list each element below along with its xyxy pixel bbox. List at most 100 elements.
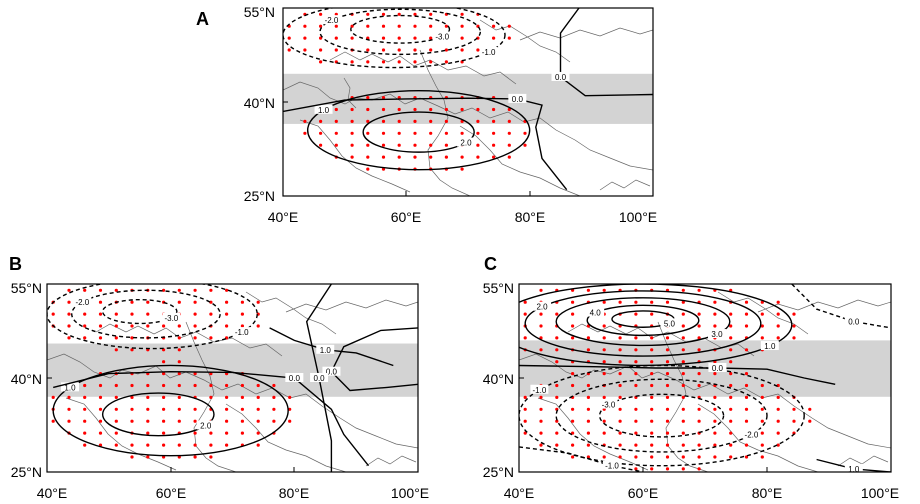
panel-c-dot xyxy=(713,431,717,435)
panel-b-dot xyxy=(177,336,181,340)
panel-c-dot xyxy=(776,431,780,435)
panel-c-contour-label-bg xyxy=(530,384,549,394)
panel-b-dot xyxy=(209,288,213,292)
panel-a-dot xyxy=(492,36,496,40)
panel-c-dot xyxy=(729,455,733,459)
panel-c-dot xyxy=(697,383,701,388)
panel-c-dot xyxy=(523,336,527,340)
panel-a-dot xyxy=(397,119,401,123)
panel-c-dot xyxy=(539,324,543,328)
panel-c-dot xyxy=(744,407,749,411)
panel-b-contour xyxy=(101,298,178,325)
panel-c-dot xyxy=(650,312,654,316)
panel-c-dot xyxy=(650,407,654,411)
panel-b-contour-label-bg xyxy=(316,344,335,354)
panel-a-dot xyxy=(507,107,511,112)
panel-b-dot xyxy=(98,383,103,388)
panel-b-contour-label-bg xyxy=(310,373,329,382)
panel-b-dot xyxy=(83,324,87,328)
panel-a-dot xyxy=(413,12,417,16)
panel-b-dot xyxy=(225,383,229,388)
panel-b-dot xyxy=(162,372,166,376)
panel-b-dot xyxy=(114,348,118,352)
panel-c-dot xyxy=(713,312,717,316)
panel-b-dot xyxy=(256,383,260,388)
panel-a-dot xyxy=(413,119,417,123)
panel-a-dot xyxy=(492,131,496,135)
panel-b-dot xyxy=(256,407,260,411)
panel-c-dot xyxy=(634,431,638,435)
panel-c-contour xyxy=(791,284,891,329)
panel-a-dot xyxy=(413,143,417,147)
panel-c-dot xyxy=(539,407,543,411)
panel-a-dot xyxy=(429,107,433,112)
panel-c-dot xyxy=(555,395,559,399)
panel-a-dot xyxy=(350,107,354,112)
panel-b-dot xyxy=(240,324,244,328)
panel-c-contour-label: 2.0 xyxy=(536,303,548,312)
panel-a-contour-label-bg xyxy=(479,46,498,56)
panel-c-dot xyxy=(681,467,685,471)
panel-c-dot xyxy=(776,419,780,423)
panel-a-dot xyxy=(319,60,323,64)
panel-c-contour xyxy=(519,446,644,472)
panel-a-contour-label: 0.0 xyxy=(555,73,567,82)
panel-a-contour-label-bg xyxy=(551,71,570,81)
panel-c-dot xyxy=(697,419,701,423)
panel-b-dot xyxy=(162,443,166,447)
panel-c-dot xyxy=(539,419,543,423)
panel-b-contour xyxy=(101,392,215,437)
panel-c-dot xyxy=(555,443,559,447)
panel-c-dot xyxy=(602,288,606,292)
panel-c-dot xyxy=(760,419,764,423)
panel-c-dot xyxy=(618,383,622,388)
panel-c-dot xyxy=(523,312,527,316)
panel-c-dot xyxy=(586,336,591,340)
panel-b-contour-label: 1.0 xyxy=(320,346,332,355)
panel-b-xtick-60e: 60°E xyxy=(156,485,187,501)
panel-c-dot xyxy=(634,336,638,340)
panel-c-dot xyxy=(650,300,654,304)
panel-b-dot xyxy=(146,443,150,447)
panel-b-dot xyxy=(193,372,197,376)
panel-c-dot xyxy=(792,419,796,423)
panel-c-dot xyxy=(713,372,717,376)
panel-a-contour xyxy=(306,90,531,171)
panel-c-dot xyxy=(681,348,685,352)
panel-c-dot xyxy=(618,300,622,304)
panel-a-dot xyxy=(429,48,433,52)
panel-b-dot xyxy=(51,312,55,316)
panel-b-dot xyxy=(256,395,260,399)
panel-c-dot xyxy=(665,372,670,376)
panel-a-contour xyxy=(319,8,482,56)
panel-c-dot xyxy=(618,348,622,352)
panel-a-dot xyxy=(476,131,480,135)
panel-b-dot xyxy=(225,312,229,316)
panel-b-dot xyxy=(177,395,181,399)
panel-c-dot xyxy=(681,419,685,423)
panel-a-dot xyxy=(381,60,386,64)
panel-b-dot xyxy=(98,336,103,340)
panel-b-dot xyxy=(67,300,71,304)
panel-c-dot xyxy=(539,312,543,316)
panel-b-contour-label: -1.0 xyxy=(235,328,249,337)
panel-b-dot xyxy=(225,407,229,411)
panel-b-dot xyxy=(240,407,244,411)
panel-c-dot xyxy=(792,407,796,411)
panel-b-dot xyxy=(67,419,71,423)
panel-a-dot xyxy=(381,119,386,123)
panel-b-dot xyxy=(225,324,229,328)
panel-b-dot xyxy=(193,312,197,316)
panel-c-dot xyxy=(744,455,749,459)
panel-a-dot xyxy=(397,48,401,52)
panel-c-xtick-40e: 40°E xyxy=(504,485,535,501)
panel-b-dot xyxy=(130,300,134,304)
panel-c-dot xyxy=(665,395,670,399)
panel-a-dot xyxy=(366,96,370,100)
panel-c-contour-label-bg xyxy=(660,318,679,328)
panel-a-dot xyxy=(366,24,370,28)
panel-c-dot xyxy=(602,372,606,376)
panel-c-contour xyxy=(555,378,768,453)
panel-c-dot xyxy=(571,372,575,376)
panel-c-dot xyxy=(729,395,733,399)
